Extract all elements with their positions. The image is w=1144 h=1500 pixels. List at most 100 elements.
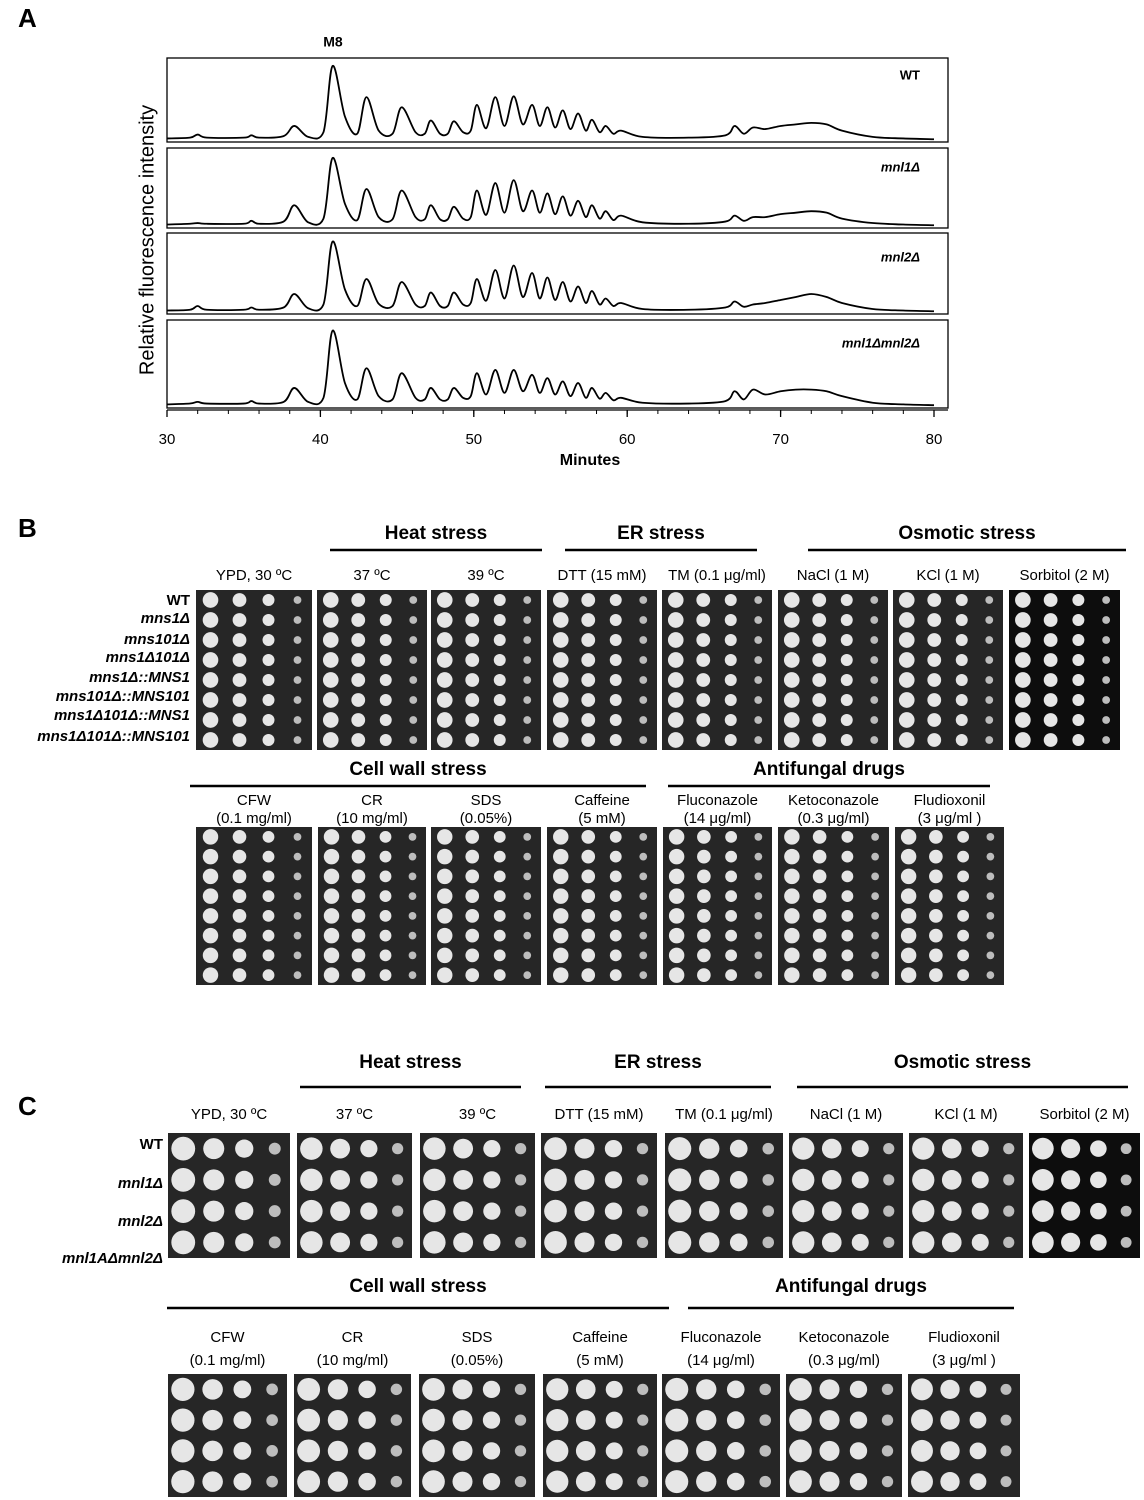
colony-spot	[351, 593, 366, 607]
colony-spot	[812, 869, 827, 884]
colony-spot	[233, 1411, 252, 1430]
colony-spot	[581, 889, 596, 903]
colony-spot	[840, 734, 853, 746]
condition-label: Fludioxonil	[914, 792, 986, 809]
colony-spot	[841, 909, 854, 922]
colony-spot	[754, 872, 763, 881]
colony-spot	[483, 1202, 501, 1220]
colony-spot	[609, 634, 622, 646]
colony-spot	[883, 1174, 895, 1186]
colony-spot	[523, 656, 532, 664]
trace-label: mnl2Δ	[881, 249, 920, 264]
colony-spot	[841, 870, 854, 883]
colony-spot	[985, 716, 994, 724]
colony-spot	[262, 714, 275, 726]
condition-label: (14 μg/ml)	[684, 810, 752, 827]
colony-spot	[581, 593, 596, 607]
colony-spot	[849, 1411, 868, 1429]
colony-spot	[929, 909, 943, 923]
colony-spot	[609, 654, 622, 666]
colony-spot	[900, 829, 917, 845]
colony-spot	[871, 951, 879, 960]
colony-spot	[639, 833, 648, 841]
colony-spot	[390, 1445, 403, 1457]
colony-spot	[957, 949, 970, 962]
colony-spot	[605, 1442, 623, 1460]
colony-spot	[330, 1201, 351, 1222]
colony-spot	[609, 674, 622, 686]
colony-spot	[202, 947, 219, 964]
colony-spot	[696, 693, 711, 707]
colony-spot	[408, 872, 417, 881]
colony-spot	[726, 1380, 745, 1399]
colony-spot	[637, 1445, 649, 1457]
colony-spot	[724, 634, 737, 646]
colony-spot	[1000, 1445, 1012, 1457]
colony-spot	[322, 672, 339, 688]
colony-spot	[493, 969, 506, 982]
colony-spot	[639, 931, 648, 940]
colony-spot	[437, 967, 453, 983]
colony-spot	[604, 1139, 623, 1158]
colony-spot	[482, 1411, 501, 1429]
colony-spot	[544, 1137, 567, 1160]
colony-spot	[553, 908, 569, 924]
colony-spot	[639, 696, 648, 704]
colony-spot	[552, 712, 569, 728]
colony-spot	[293, 736, 302, 744]
colony-spot	[955, 594, 968, 606]
colony-spot	[821, 1138, 842, 1159]
colony-spot	[493, 870, 506, 883]
colony-spot	[927, 593, 942, 607]
colony-spot	[697, 869, 711, 884]
colony-spot	[323, 848, 340, 865]
strain-label: mns101Δ::MNS101	[56, 688, 190, 705]
colony-spot	[465, 968, 480, 982]
colony-spot	[379, 850, 392, 863]
colony-spot	[171, 1167, 196, 1192]
colony-spot	[1120, 1174, 1132, 1186]
colony-spot	[268, 1173, 281, 1186]
colony-spot	[553, 947, 569, 964]
colony-spot	[762, 1174, 775, 1186]
colony-spot	[726, 1472, 745, 1491]
colony-spot	[636, 1236, 649, 1249]
colony-spot	[202, 927, 219, 944]
colony-spot	[812, 613, 827, 627]
colony-spot	[1072, 674, 1085, 686]
colony-spot	[452, 1440, 473, 1461]
colony-spot	[581, 830, 596, 844]
colony-spot	[881, 1445, 894, 1457]
colony-spot	[409, 676, 418, 684]
group-title: Osmotic stress	[894, 1052, 1031, 1073]
colony-spot	[724, 694, 737, 706]
colony-spot	[667, 672, 684, 688]
colony-spot	[436, 632, 453, 648]
colony-spot	[493, 734, 506, 746]
colony-spot	[609, 850, 622, 863]
colony-spot	[544, 1168, 567, 1192]
group-title: Antifungal drugs	[775, 1276, 927, 1297]
colony-spot	[390, 1383, 403, 1396]
colony-spot	[493, 694, 506, 706]
colony-spot	[883, 1205, 895, 1217]
colony-spot	[232, 693, 247, 707]
colony-spot	[202, 1409, 223, 1431]
colony-spot	[667, 612, 684, 628]
colony-spot	[754, 736, 763, 744]
colony-spot	[233, 1380, 252, 1399]
colony-spot	[546, 1408, 569, 1432]
colony-spot	[986, 971, 995, 979]
trace-label: mnl1Δ	[881, 159, 920, 174]
colony-spot	[436, 672, 453, 688]
colony-spot	[812, 633, 827, 647]
colony-spot	[409, 656, 418, 664]
colony-spot	[202, 848, 219, 865]
colony-spot	[697, 948, 711, 963]
colony-spot	[232, 633, 247, 647]
colony-spot	[268, 1142, 281, 1155]
colony-spot	[812, 593, 827, 607]
colony-spot	[523, 912, 532, 920]
colony-spot	[515, 1205, 527, 1217]
colony-spot	[784, 927, 800, 944]
